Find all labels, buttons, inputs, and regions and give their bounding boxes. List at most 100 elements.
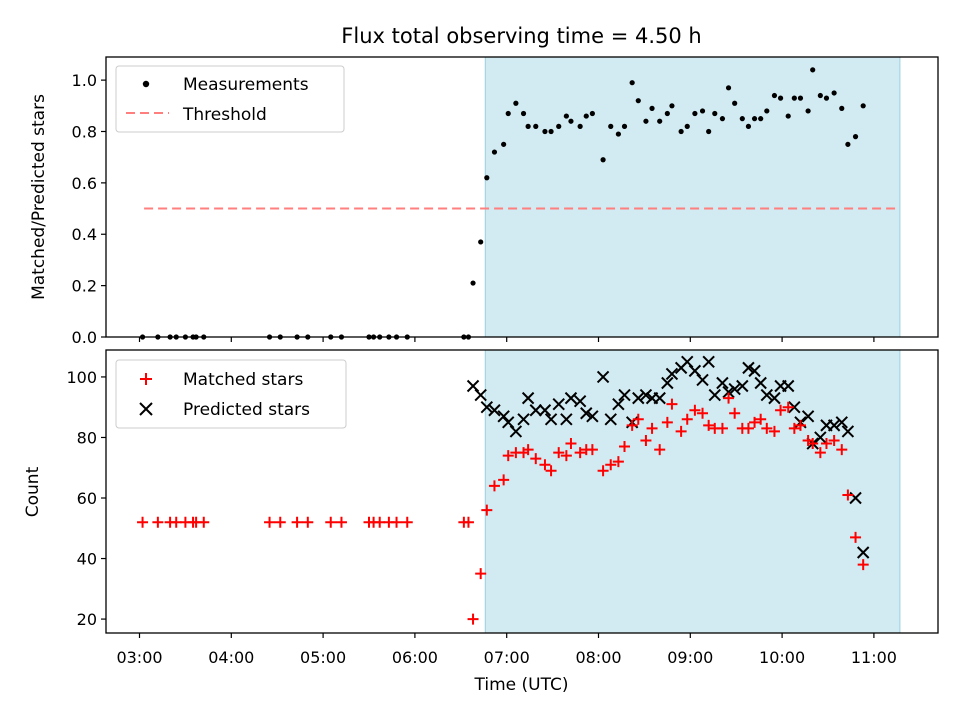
matched-star-marker bbox=[545, 465, 557, 477]
predicted-star-marker bbox=[696, 373, 709, 387]
bottom-shaded-region bbox=[484, 349, 901, 634]
measurement-point bbox=[643, 118, 649, 124]
matched-star-marker bbox=[626, 419, 638, 431]
matched-star-marker bbox=[462, 516, 474, 528]
matched-star-marker bbox=[768, 425, 780, 437]
matched-star-marker bbox=[807, 438, 819, 450]
matched-star-marker bbox=[475, 568, 487, 580]
x-tick-label: 11:00 bbox=[851, 648, 897, 667]
top-x-tick-marks bbox=[138, 337, 875, 342]
predicted-star-marker bbox=[728, 382, 741, 396]
measurement-point bbox=[678, 128, 684, 135]
matched-star-marker bbox=[586, 444, 598, 456]
predicted-star-marker bbox=[596, 370, 610, 384]
top-y-tick-label: 0.6 bbox=[72, 174, 97, 193]
predicted-star-marker bbox=[544, 413, 558, 426]
predicted-star-marker bbox=[856, 546, 870, 559]
measurement-point bbox=[583, 113, 589, 119]
matched-star-marker bbox=[291, 516, 303, 528]
measurement-point bbox=[589, 110, 595, 117]
measurement-point bbox=[577, 123, 583, 129]
matched-star-marker bbox=[502, 450, 514, 462]
x-tick-label: 03:00 bbox=[116, 648, 162, 667]
matched-star-marker bbox=[335, 516, 347, 528]
bottom-y-tick-label: 80 bbox=[77, 428, 97, 447]
predicted-star-marker bbox=[564, 391, 578, 405]
predicted-star-marker bbox=[521, 391, 535, 405]
measurement-point bbox=[525, 123, 531, 129]
legend-marker-predicted bbox=[139, 402, 153, 416]
matched-star-marker bbox=[857, 559, 869, 571]
top-y-tick-label: 1.0 bbox=[72, 71, 97, 90]
measurement-point bbox=[542, 128, 548, 135]
predicted-star-marker bbox=[466, 379, 480, 393]
matched-star-marker bbox=[565, 438, 577, 450]
predicted-star-marker bbox=[586, 410, 599, 423]
measurement-point bbox=[706, 128, 712, 135]
predicted-star-marker bbox=[722, 385, 735, 399]
measurement-point bbox=[805, 108, 811, 114]
matched-star-marker bbox=[742, 422, 754, 434]
matched-star-marker bbox=[539, 459, 551, 471]
predicted-star-marker bbox=[754, 376, 767, 390]
measurement-point bbox=[478, 239, 484, 245]
measurement-point bbox=[568, 118, 574, 124]
matched-star-marker bbox=[274, 516, 286, 528]
predicted-star-marker bbox=[639, 388, 653, 402]
measurement-point bbox=[563, 113, 569, 119]
measurement-point bbox=[817, 92, 823, 99]
measurement-point bbox=[684, 123, 690, 129]
predicted-star-marker bbox=[560, 413, 573, 426]
top-panel: 0.0 0.2 0.4 0.6 0.8 1.0 Matched/Predicted sta… bbox=[29, 56, 939, 347]
measurement-point bbox=[548, 128, 554, 135]
measurement-point bbox=[600, 157, 606, 163]
matched-star-marker bbox=[481, 504, 493, 516]
matched-star-marker bbox=[619, 441, 631, 453]
predicted-star-marker bbox=[716, 376, 729, 390]
predicted-star-marker bbox=[742, 361, 755, 375]
matched-star-markers bbox=[137, 392, 869, 625]
matched-star-marker bbox=[761, 422, 773, 434]
matched-star-marker bbox=[553, 447, 565, 459]
predicted-star-marker bbox=[580, 407, 593, 420]
x-tick-label: 07:00 bbox=[484, 648, 530, 667]
bottom-y-tick-label: 20 bbox=[77, 610, 97, 629]
top-y-tick-label: 0.2 bbox=[72, 277, 97, 296]
matched-star-marker bbox=[661, 416, 673, 428]
predicted-star-marker bbox=[801, 410, 815, 423]
matched-star-marker bbox=[729, 407, 741, 419]
matched-star-marker bbox=[749, 416, 761, 428]
predicted-star-marker bbox=[688, 364, 702, 378]
predicted-star-marker bbox=[827, 419, 841, 432]
predicted-star-marker bbox=[736, 379, 749, 393]
bottom-axes-frame bbox=[105, 349, 939, 634]
matched-star-marker bbox=[681, 413, 693, 425]
measurement-point bbox=[785, 113, 791, 119]
matched-star-marker bbox=[850, 531, 862, 543]
measurement-point bbox=[484, 175, 490, 181]
matched-star-marker bbox=[560, 450, 572, 462]
matched-star-marker bbox=[152, 516, 164, 528]
matched-star-marker bbox=[814, 447, 826, 459]
bottom-legend-box bbox=[115, 359, 347, 429]
measurement-point bbox=[520, 110, 527, 117]
matched-star-marker bbox=[794, 419, 806, 431]
matched-star-marker bbox=[498, 474, 510, 486]
matched-star-marker bbox=[401, 516, 413, 528]
top-y-tick-label: 0.4 bbox=[72, 225, 97, 244]
predicted-star-marker bbox=[702, 355, 715, 369]
matched-star-marker bbox=[530, 453, 542, 465]
matched-star-marker bbox=[836, 444, 848, 456]
measurement-point bbox=[745, 123, 752, 129]
measurement-point bbox=[505, 110, 511, 117]
measurement-point bbox=[692, 110, 698, 117]
predicted-star-marker bbox=[618, 388, 631, 402]
matched-star-marker bbox=[612, 456, 624, 468]
measurement-point bbox=[533, 123, 539, 129]
predicted-star-marker bbox=[502, 416, 515, 429]
matched-star-marker bbox=[374, 516, 386, 528]
matched-star-marker bbox=[828, 434, 840, 446]
predicted-star-marker bbox=[760, 388, 774, 402]
measurement-point bbox=[501, 141, 507, 147]
